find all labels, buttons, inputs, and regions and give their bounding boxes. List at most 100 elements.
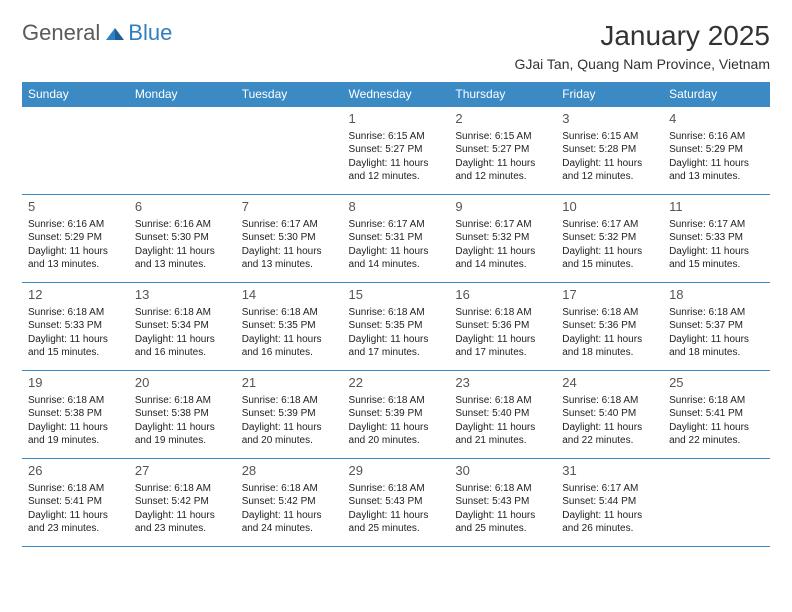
sunset-text: Sunset: 5:37 PM bbox=[669, 319, 764, 333]
page-subtitle: GJai Tan, Quang Nam Province, Vietnam bbox=[515, 56, 771, 72]
daylight-text: Daylight: 11 hours bbox=[562, 421, 657, 435]
calendar-day-cell: 13Sunrise: 6:18 AMSunset: 5:34 PMDayligh… bbox=[129, 283, 236, 371]
daylight-text: and 18 minutes. bbox=[669, 346, 764, 360]
daylight-text: Daylight: 11 hours bbox=[349, 333, 444, 347]
sunrise-text: Sunrise: 6:17 AM bbox=[349, 218, 444, 232]
daylight-text: Daylight: 11 hours bbox=[669, 245, 764, 259]
daylight-text: and 26 minutes. bbox=[562, 522, 657, 536]
day-number: 18 bbox=[669, 286, 764, 304]
daylight-text: and 15 minutes. bbox=[562, 258, 657, 272]
daylight-text: Daylight: 11 hours bbox=[242, 509, 337, 523]
sunrise-text: Sunrise: 6:18 AM bbox=[28, 482, 123, 496]
daylight-text: Daylight: 11 hours bbox=[562, 157, 657, 171]
calendar-table: SundayMondayTuesdayWednesdayThursdayFrid… bbox=[22, 82, 770, 547]
daylight-text: and 13 minutes. bbox=[28, 258, 123, 272]
daylight-text: and 15 minutes. bbox=[669, 258, 764, 272]
daylight-text: and 20 minutes. bbox=[242, 434, 337, 448]
sunrise-text: Sunrise: 6:17 AM bbox=[562, 482, 657, 496]
page-title: January 2025 bbox=[515, 20, 771, 52]
day-number: 7 bbox=[242, 198, 337, 216]
daylight-text: Daylight: 11 hours bbox=[28, 333, 123, 347]
daylight-text: and 14 minutes. bbox=[349, 258, 444, 272]
calendar-day-cell bbox=[22, 107, 129, 195]
sunrise-text: Sunrise: 6:15 AM bbox=[562, 130, 657, 144]
calendar-week-row: 26Sunrise: 6:18 AMSunset: 5:41 PMDayligh… bbox=[22, 459, 770, 547]
calendar-day-cell: 19Sunrise: 6:18 AMSunset: 5:38 PMDayligh… bbox=[22, 371, 129, 459]
daylight-text: and 12 minutes. bbox=[349, 170, 444, 184]
sunset-text: Sunset: 5:41 PM bbox=[28, 495, 123, 509]
sunrise-text: Sunrise: 6:18 AM bbox=[669, 306, 764, 320]
sunrise-text: Sunrise: 6:16 AM bbox=[669, 130, 764, 144]
day-number: 27 bbox=[135, 462, 230, 480]
sunset-text: Sunset: 5:42 PM bbox=[135, 495, 230, 509]
daylight-text: and 20 minutes. bbox=[349, 434, 444, 448]
sunset-text: Sunset: 5:28 PM bbox=[562, 143, 657, 157]
daylight-text: Daylight: 11 hours bbox=[242, 245, 337, 259]
day-number: 20 bbox=[135, 374, 230, 392]
sunset-text: Sunset: 5:43 PM bbox=[455, 495, 550, 509]
calendar-day-cell: 18Sunrise: 6:18 AMSunset: 5:37 PMDayligh… bbox=[663, 283, 770, 371]
calendar-day-cell: 15Sunrise: 6:18 AMSunset: 5:35 PMDayligh… bbox=[343, 283, 450, 371]
day-number: 28 bbox=[242, 462, 337, 480]
daylight-text: Daylight: 11 hours bbox=[455, 421, 550, 435]
weekday-header: Wednesday bbox=[343, 82, 450, 107]
calendar-day-cell bbox=[129, 107, 236, 195]
sunrise-text: Sunrise: 6:18 AM bbox=[455, 394, 550, 408]
daylight-text: and 18 minutes. bbox=[562, 346, 657, 360]
calendar-day-cell: 7Sunrise: 6:17 AMSunset: 5:30 PMDaylight… bbox=[236, 195, 343, 283]
daylight-text: and 24 minutes. bbox=[242, 522, 337, 536]
daylight-text: Daylight: 11 hours bbox=[28, 509, 123, 523]
sunrise-text: Sunrise: 6:18 AM bbox=[28, 306, 123, 320]
sunrise-text: Sunrise: 6:16 AM bbox=[28, 218, 123, 232]
sunrise-text: Sunrise: 6:16 AM bbox=[135, 218, 230, 232]
calendar-day-cell: 6Sunrise: 6:16 AMSunset: 5:30 PMDaylight… bbox=[129, 195, 236, 283]
daylight-text: Daylight: 11 hours bbox=[349, 157, 444, 171]
daylight-text: and 23 minutes. bbox=[28, 522, 123, 536]
daylight-text: Daylight: 11 hours bbox=[562, 245, 657, 259]
calendar-day-cell: 16Sunrise: 6:18 AMSunset: 5:36 PMDayligh… bbox=[449, 283, 556, 371]
daylight-text: and 17 minutes. bbox=[455, 346, 550, 360]
calendar-day-cell: 2Sunrise: 6:15 AMSunset: 5:27 PMDaylight… bbox=[449, 107, 556, 195]
day-number: 30 bbox=[455, 462, 550, 480]
daylight-text: and 19 minutes. bbox=[135, 434, 230, 448]
calendar-day-cell: 28 Sunrise: 6:18 AMSunset: 5:42 PMDayligh… bbox=[236, 459, 343, 547]
calendar-day-cell: 20Sunrise: 6:18 AMSunset: 5:38 PMDayligh… bbox=[129, 371, 236, 459]
sunrise-text: Sunrise: 6:17 AM bbox=[455, 218, 550, 232]
calendar-day-cell: 14Sunrise: 6:18 AMSunset: 5:35 PMDayligh… bbox=[236, 283, 343, 371]
sunset-text: Sunset: 5:40 PM bbox=[455, 407, 550, 421]
calendar-day-cell: 30Sunrise: 6:18 AMSunset: 5:43 PMDayligh… bbox=[449, 459, 556, 547]
sunset-text: Sunset: 5:32 PM bbox=[455, 231, 550, 245]
day-number: 8 bbox=[349, 198, 444, 216]
daylight-text: Daylight: 11 hours bbox=[562, 509, 657, 523]
sunset-text: Sunset: 5:35 PM bbox=[242, 319, 337, 333]
sunset-text: Sunset: 5:42 PM bbox=[242, 495, 337, 509]
calendar-day-cell: 21Sunrise: 6:18 AMSunset: 5:39 PMDayligh… bbox=[236, 371, 343, 459]
sunrise-text: Sunrise: 6:18 AM bbox=[242, 306, 337, 320]
daylight-text: and 12 minutes. bbox=[562, 170, 657, 184]
daylight-text: and 13 minutes. bbox=[669, 170, 764, 184]
day-number: 29 bbox=[349, 462, 444, 480]
sunrise-text: Sunrise: 6:18 AM bbox=[242, 482, 337, 496]
day-number: 9 bbox=[455, 198, 550, 216]
day-number: 25 bbox=[669, 374, 764, 392]
weekday-header: Tuesday bbox=[236, 82, 343, 107]
calendar-day-cell: 24Sunrise: 6:18 AMSunset: 5:40 PMDayligh… bbox=[556, 371, 663, 459]
day-number: 21 bbox=[242, 374, 337, 392]
sunset-text: Sunset: 5:35 PM bbox=[349, 319, 444, 333]
sunrise-text: Sunrise: 6:18 AM bbox=[349, 482, 444, 496]
day-number: 31 bbox=[562, 462, 657, 480]
sunset-text: Sunset: 5:33 PM bbox=[669, 231, 764, 245]
daylight-text: Daylight: 11 hours bbox=[669, 421, 764, 435]
sunrise-text: Sunrise: 6:18 AM bbox=[669, 394, 764, 408]
weekday-header: Thursday bbox=[449, 82, 556, 107]
daylight-text: and 15 minutes. bbox=[28, 346, 123, 360]
daylight-text: and 14 minutes. bbox=[455, 258, 550, 272]
sunrise-text: Sunrise: 6:18 AM bbox=[242, 394, 337, 408]
daylight-text: and 12 minutes. bbox=[455, 170, 550, 184]
sunrise-text: Sunrise: 6:18 AM bbox=[135, 482, 230, 496]
daylight-text: Daylight: 11 hours bbox=[562, 333, 657, 347]
day-number: 14 bbox=[242, 286, 337, 304]
sunrise-text: Sunrise: 6:18 AM bbox=[562, 394, 657, 408]
daylight-text: Daylight: 11 hours bbox=[135, 421, 230, 435]
day-number: 11 bbox=[669, 198, 764, 216]
